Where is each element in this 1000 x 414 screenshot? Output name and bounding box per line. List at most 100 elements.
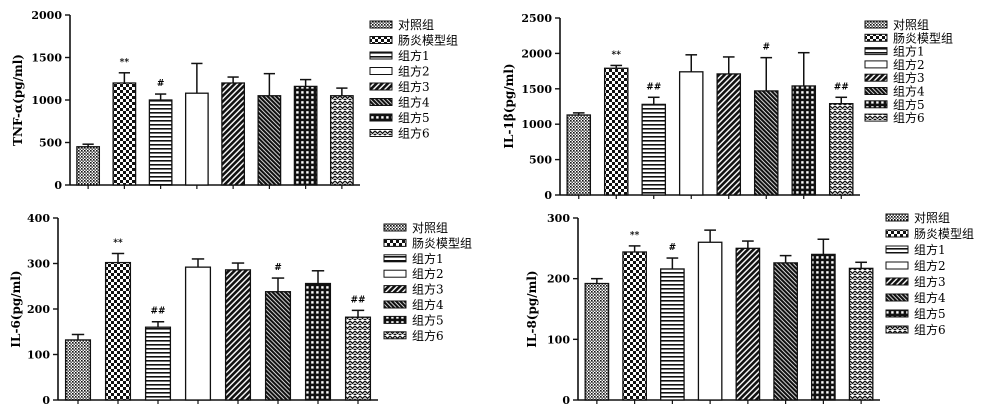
- legend-swatch: [384, 332, 406, 339]
- legend-swatch: [886, 262, 908, 269]
- legend-label: 组方5: [893, 97, 925, 112]
- y-tick-label: 1500: [521, 83, 552, 96]
- legend-label: 组方3: [914, 274, 946, 289]
- significance-mark: **: [113, 238, 123, 248]
- y-tick-label: 400: [27, 212, 50, 225]
- legend-swatch: [886, 326, 908, 333]
- y-tick-label: 2000: [521, 47, 552, 60]
- legend-label: 肠炎模型组: [893, 31, 953, 45]
- bar-7: [792, 86, 815, 195]
- legend-swatch: [370, 52, 392, 59]
- legend-label: 组方1: [398, 48, 430, 63]
- y-axis-label: IL-1β(pg/ml): [502, 63, 516, 148]
- legend-label: 组方2: [398, 64, 430, 79]
- chart-panel-3: 0100200300400IL-6(pg/ml)**#####对照组肠炎模型组组…: [9, 212, 472, 407]
- legend-swatch: [886, 294, 908, 301]
- chart-panel-4: 0100200300IL-8(pg/ml)**#对照组肠炎模型组组方1组方2组方…: [525, 211, 974, 407]
- y-tick-label: 300: [27, 258, 50, 271]
- legend-swatch: [370, 114, 392, 121]
- y-tick-label: 500: [39, 137, 62, 150]
- legend-swatch: [384, 270, 406, 277]
- legend-label: 肠炎模型组: [914, 227, 974, 241]
- legend-label: 肠炎模型组: [398, 34, 458, 48]
- legend-swatch: [384, 224, 406, 231]
- legend-swatch: [384, 286, 406, 293]
- legend-swatch: [370, 130, 392, 137]
- significance-mark: **: [612, 50, 622, 60]
- bar-2: [605, 68, 628, 195]
- bar-6: [258, 96, 280, 185]
- legend-swatch: [384, 239, 406, 246]
- legend-swatch: [886, 246, 908, 253]
- legend-label: 对照组: [893, 18, 929, 32]
- bar-5: [736, 248, 759, 400]
- bar-4: [186, 267, 211, 400]
- chart-panel-1: 0500100015002000TNF-α(pg/ml)**#对照组肠炎模型组组…: [11, 9, 458, 192]
- bar-5: [222, 83, 244, 185]
- significance-mark: **: [120, 58, 130, 68]
- legend-label: 组方6: [914, 322, 946, 337]
- significance-mark: ##: [834, 82, 849, 92]
- legend-label: 组方1: [893, 44, 925, 59]
- y-tick-label: 0: [544, 189, 552, 202]
- significance-mark: ##: [646, 82, 661, 92]
- legend-swatch: [370, 68, 392, 75]
- y-tick-label: 500: [529, 154, 552, 167]
- significance-mark: ##: [150, 307, 165, 317]
- y-axis-label: IL-8(pg/ml): [525, 270, 539, 347]
- y-tick-label: 2500: [521, 12, 552, 25]
- bar-5: [226, 270, 251, 400]
- legend-swatch: [370, 99, 392, 106]
- y-tick-label: 1000: [521, 118, 552, 131]
- significance-mark: #: [157, 79, 165, 89]
- y-tick-label: 0: [562, 394, 570, 407]
- legend-swatch: [886, 310, 908, 317]
- legend-label: 组方6: [398, 126, 430, 141]
- legend-label: 组方5: [412, 312, 444, 327]
- legend-swatch: [384, 255, 406, 262]
- legend-label: 组方3: [412, 282, 444, 297]
- legend-label: 组方3: [893, 70, 925, 85]
- legend-label: 对照组: [412, 221, 448, 235]
- legend-swatch: [865, 61, 887, 68]
- legend-swatch: [384, 316, 406, 323]
- legend-label: 组方4: [914, 290, 946, 305]
- legend-label: 组方6: [893, 110, 925, 125]
- bar-3: [661, 269, 684, 400]
- y-axis-label: IL-6(pg/ml): [9, 270, 23, 347]
- bar-1: [77, 147, 99, 185]
- significance-mark: **: [630, 231, 640, 241]
- y-tick-label: 100: [547, 333, 570, 346]
- legend-swatch: [886, 230, 908, 237]
- significance-mark: #: [762, 43, 770, 53]
- legend-label: 对照组: [398, 18, 434, 32]
- bar-6: [774, 263, 797, 400]
- legend-label: 组方1: [914, 242, 946, 257]
- legend-swatch: [865, 34, 887, 41]
- y-tick-label: 0: [54, 179, 62, 192]
- bar-3: [146, 327, 171, 400]
- bar-8: [830, 104, 853, 195]
- legend-swatch: [370, 37, 392, 44]
- legend-label: 组方2: [914, 258, 946, 273]
- bar-1: [567, 115, 590, 195]
- bar-2: [113, 83, 135, 185]
- significance-mark: #: [669, 243, 677, 253]
- bar-2: [623, 252, 646, 400]
- legend-swatch: [865, 88, 887, 95]
- legend-swatch: [865, 48, 887, 55]
- bar-6: [266, 292, 291, 400]
- bar-7: [306, 284, 331, 400]
- bar-2: [106, 263, 131, 400]
- legend-label: 组方2: [412, 266, 444, 281]
- bar-4: [680, 72, 703, 195]
- bar-8: [331, 96, 353, 185]
- bar-4: [698, 242, 721, 400]
- legend-swatch: [384, 301, 406, 308]
- bar-5: [717, 74, 740, 195]
- y-tick-label: 300: [547, 212, 570, 225]
- legend-label: 组方4: [412, 297, 444, 312]
- legend-swatch: [865, 114, 887, 121]
- bar-8: [346, 317, 371, 400]
- y-tick-label: 1000: [31, 94, 62, 107]
